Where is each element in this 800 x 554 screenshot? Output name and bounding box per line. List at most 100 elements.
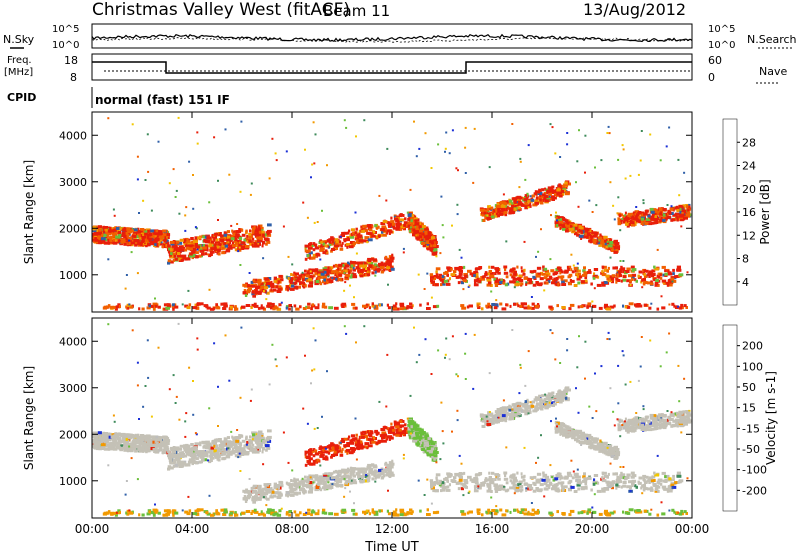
- power-cell: [227, 241, 230, 244]
- power-cell: [553, 196, 557, 200]
- power-cell: [587, 270, 592, 274]
- power-cell: [576, 277, 581, 281]
- power-cell: [556, 188, 561, 192]
- power-cell: [112, 228, 117, 232]
- power-cell: [278, 280, 282, 284]
- freq-label-line1: Freq.: [7, 55, 32, 66]
- power-cell: [497, 214, 500, 218]
- noise-right-tick-top: 10^5: [708, 24, 735, 35]
- power-cell: [516, 282, 521, 286]
- power-cell: [234, 238, 238, 242]
- power-cell: [421, 242, 425, 245]
- velocity-cell: [312, 475, 317, 479]
- power-cell: [320, 275, 323, 279]
- power-cell: [669, 281, 674, 285]
- power-cell: [433, 243, 437, 247]
- power-cell: [635, 206, 638, 208]
- velocity-cell: [232, 450, 237, 454]
- power-cell: [474, 280, 477, 284]
- power-cell: [259, 242, 261, 246]
- power-cell: [378, 262, 383, 266]
- power-cell: [145, 244, 148, 248]
- power-cell: [156, 244, 159, 247]
- power-cell: [188, 303, 192, 307]
- power-cell: [451, 129, 454, 132]
- power-cell: [541, 272, 547, 276]
- power-cell: [312, 275, 315, 278]
- y-tick-label: 1000: [59, 269, 87, 282]
- power-cell: [105, 228, 108, 232]
- power-cell: [309, 271, 314, 275]
- velocity-cell: [352, 481, 358, 485]
- power-cell: [232, 232, 237, 236]
- power-cell: [257, 228, 262, 232]
- velocity-cell: [200, 460, 203, 464]
- power-cell: [344, 264, 350, 268]
- power-cell: [270, 305, 274, 309]
- power-cell: [622, 260, 625, 262]
- velocity-cell: [98, 434, 102, 438]
- power-cell: [636, 213, 640, 217]
- power-cell: [224, 302, 228, 306]
- power-cell: [460, 304, 465, 308]
- power-cell: [460, 276, 464, 280]
- power-cell: [343, 231, 348, 235]
- power-cell: [167, 304, 170, 308]
- power-cell: [652, 208, 657, 212]
- power-cell: [632, 211, 636, 215]
- power-cell: [182, 256, 186, 260]
- power-cell: [683, 216, 688, 220]
- power-cell: [591, 300, 594, 303]
- power-cell: [331, 240, 334, 244]
- power-cell: [337, 278, 342, 281]
- power-cell: [544, 187, 547, 190]
- power-cell: [614, 246, 620, 250]
- power-cell: [253, 304, 259, 308]
- power-cell: [361, 239, 366, 243]
- velocity-cell: [241, 439, 246, 443]
- power-cell: [683, 304, 687, 308]
- power-cell: [215, 303, 218, 307]
- power-cell: [426, 244, 429, 248]
- power-cell: [546, 191, 551, 195]
- power-cell: [251, 284, 256, 288]
- velocity-cell: [152, 440, 155, 444]
- power-cell: [456, 213, 459, 216]
- velocity-cell: [232, 442, 237, 446]
- power-cell: [601, 273, 607, 277]
- power-cell: [298, 285, 301, 289]
- power-cell: [250, 182, 253, 185]
- power-cell: [395, 227, 400, 231]
- power-cell: [339, 235, 342, 238]
- power-cell: [556, 304, 559, 308]
- power-cell: [506, 282, 510, 286]
- power-cell: [361, 270, 364, 273]
- velocity-cell: [388, 461, 394, 465]
- velocity-cell: [262, 439, 265, 443]
- power-cell: [560, 269, 563, 273]
- power-cell: [395, 225, 401, 229]
- power-cell: [647, 222, 653, 226]
- power-cell: [511, 123, 514, 125]
- power-cell: [593, 287, 596, 290]
- power-cell: [320, 240, 323, 244]
- power-cell: [576, 233, 581, 237]
- power-cell: [249, 229, 252, 233]
- power-cell: [512, 270, 517, 274]
- power-cell: [624, 211, 627, 215]
- power-cell: [341, 264, 346, 267]
- power-cell: [258, 233, 262, 237]
- velocity-cell: [187, 444, 191, 448]
- velocity-cell: [191, 446, 195, 450]
- velocity-cell: [355, 467, 360, 471]
- velocity-cell: [317, 479, 323, 483]
- power-cell: [626, 279, 631, 283]
- power-cell: [550, 195, 555, 199]
- power-cell: [601, 270, 604, 274]
- velocity-cell: [252, 433, 256, 437]
- power-cell: [343, 289, 346, 292]
- velocity-cell: [193, 446, 198, 450]
- power-cell: [326, 278, 331, 282]
- power-cell: [496, 270, 500, 274]
- power-cell: [254, 232, 259, 236]
